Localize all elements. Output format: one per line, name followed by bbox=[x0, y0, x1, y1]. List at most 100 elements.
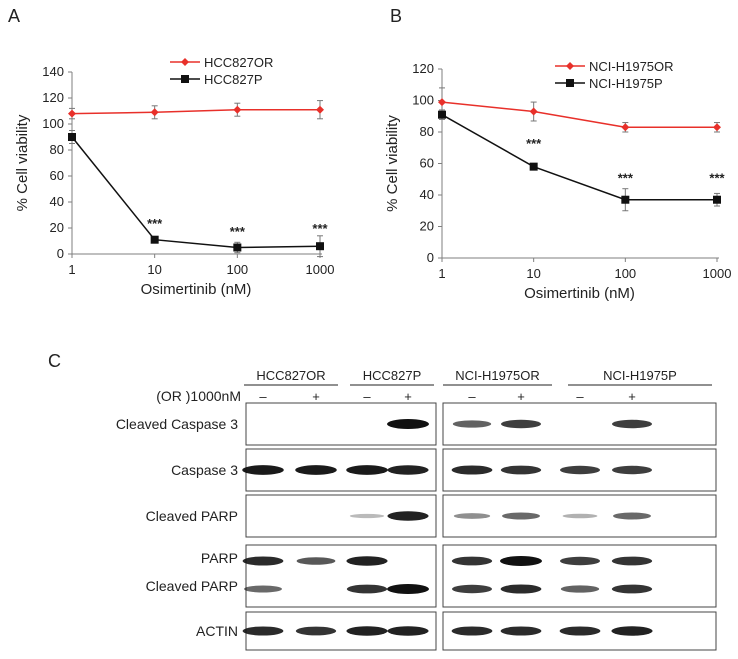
blot-band bbox=[244, 585, 282, 593]
blot-treatment-sign: + bbox=[517, 389, 525, 404]
blot-band bbox=[502, 512, 540, 520]
blot-row-label: PARP bbox=[201, 550, 238, 566]
blot-band bbox=[451, 626, 493, 636]
chart-a-series-0-point bbox=[233, 105, 242, 114]
chart-b-series-0-line bbox=[441, 101, 717, 129]
chart-a-series-0-legend-marker bbox=[181, 58, 189, 66]
chart-b-series-0-legend-marker bbox=[566, 62, 574, 70]
chart-b-x-axis-label: Osimertinib (nM) bbox=[524, 285, 635, 302]
blot-band bbox=[612, 465, 652, 475]
blot-band bbox=[560, 585, 600, 593]
chart-b-series-1-point bbox=[713, 195, 721, 204]
chart-b-y-axis-label: % Cell viability bbox=[384, 115, 401, 212]
blot-treatment-sign: + bbox=[628, 389, 636, 404]
chart-a-series-0-point bbox=[150, 108, 159, 117]
chart-b-series-1-point bbox=[529, 162, 538, 171]
blot-band bbox=[242, 556, 284, 566]
blot-band bbox=[242, 626, 284, 636]
chart-b-y-tick-label: 0 bbox=[427, 250, 434, 265]
blot-band bbox=[500, 584, 542, 594]
blot-band bbox=[500, 556, 542, 566]
blot-band bbox=[451, 556, 493, 566]
blot-band bbox=[346, 626, 388, 636]
panel-letter-a: A bbox=[8, 6, 20, 26]
chart-a-series-1-point bbox=[68, 133, 76, 141]
chart-b-series-0-legend-label: NCI-H1975OR bbox=[589, 59, 674, 74]
blot-treatment-sign: + bbox=[404, 389, 412, 404]
chart-b-series-1-legend-label: NCI-H1975P bbox=[589, 76, 663, 91]
blot-membrane-box bbox=[442, 494, 717, 538]
blot-band bbox=[560, 556, 600, 566]
chart-a-x-tick-label: 1 bbox=[68, 262, 75, 277]
chart-a-y-tick-label: 120 bbox=[42, 90, 64, 105]
blot-band bbox=[346, 584, 388, 594]
chart-b-series-1-point bbox=[438, 110, 446, 119]
chart-a-x-axis-label: Osimertinib (nM) bbox=[141, 281, 252, 298]
blot-membrane-box bbox=[442, 544, 717, 608]
chart-a-series-1-legend-label: HCC827P bbox=[204, 72, 263, 87]
blot-row-label: Caspase 3 bbox=[171, 462, 238, 478]
blot-band bbox=[559, 626, 601, 636]
chart-a-significance-label: *** bbox=[230, 224, 246, 239]
blot-row-label: Cleaved Caspase 3 bbox=[116, 416, 238, 432]
blot-band bbox=[242, 465, 284, 475]
chart-b-x-tick-label: 100 bbox=[614, 266, 636, 281]
chart-b-series-0-point bbox=[713, 123, 721, 132]
blot-membrane-box bbox=[245, 544, 437, 608]
chart-a-series-1-point bbox=[150, 235, 159, 244]
chart-a-series-0-point bbox=[68, 109, 76, 118]
chart-b-y-tick-label: 120 bbox=[412, 61, 434, 76]
blot-treatment-sign: – bbox=[468, 389, 476, 404]
blot-group-label: NCI-H1975OR bbox=[455, 368, 540, 383]
chart-b-significance-label: *** bbox=[618, 170, 634, 185]
chart-b-significance-label: *** bbox=[709, 170, 725, 185]
blot-band bbox=[500, 465, 542, 475]
chart-a-series-1-point bbox=[233, 243, 242, 252]
chart-b-series-1-legend-marker bbox=[566, 79, 574, 87]
chart-b-y-tick-label: 80 bbox=[420, 124, 434, 139]
chart-a-significance-label: *** bbox=[147, 216, 163, 231]
blot-treatment-sign: – bbox=[576, 389, 584, 404]
blot-band bbox=[453, 513, 491, 519]
blot-treatment-sign: + bbox=[312, 389, 320, 404]
chart-b-series-0-point bbox=[621, 123, 630, 132]
blot-band bbox=[295, 465, 337, 475]
blot-band bbox=[346, 556, 388, 566]
blot-band bbox=[612, 419, 652, 429]
chart-a-y-tick-label: 0 bbox=[57, 246, 64, 261]
chart-a-series-0-line bbox=[71, 108, 320, 115]
blot-band bbox=[387, 419, 429, 429]
chart-b-significance-label: *** bbox=[526, 136, 542, 151]
chart-a-significance-label: *** bbox=[312, 221, 328, 236]
blot-row-label: Cleaved PARP bbox=[146, 578, 238, 594]
blot-band bbox=[611, 584, 653, 594]
chart-b-y-tick-label: 20 bbox=[420, 219, 434, 234]
chart-a-x-tick-label: 1000 bbox=[306, 262, 335, 277]
chart-a: 0 20 40 60 80 100 120 140 1 10 100 1000 Osimertinib … bbox=[14, 55, 334, 298]
blot-band bbox=[387, 465, 429, 475]
blot-treatment-sign: – bbox=[259, 389, 267, 404]
chart-a-y-axis-label: % Cell viability bbox=[14, 114, 31, 211]
blot-band bbox=[452, 420, 492, 428]
blot-row-label: ACTIN bbox=[196, 623, 238, 639]
chart-b-y-tick-label: 100 bbox=[412, 93, 434, 108]
blot-band bbox=[560, 465, 600, 475]
blot-treatment-sign: – bbox=[363, 389, 371, 404]
chart-a-series-1-point bbox=[316, 242, 324, 251]
panel-letter-b: B bbox=[390, 6, 402, 26]
chart-a-y-tick-label: 60 bbox=[50, 168, 64, 183]
blot-band bbox=[387, 584, 429, 594]
chart-a-y-tick-label: 100 bbox=[42, 116, 64, 131]
chart-b-y-tick-label: 40 bbox=[420, 187, 434, 202]
chart-a-y-tick-label: 80 bbox=[50, 142, 64, 157]
blot-band bbox=[611, 626, 653, 636]
chart-a-series-1-legend-marker bbox=[181, 75, 189, 83]
chart-a-x-tick-label: 10 bbox=[147, 262, 161, 277]
chart-a-y-tick-label: 40 bbox=[50, 194, 64, 209]
chart-b-x-tick-label: 1 bbox=[438, 266, 445, 281]
blot-band bbox=[295, 626, 337, 636]
panel-letter-c: C bbox=[48, 351, 61, 371]
blot-band bbox=[387, 626, 429, 636]
